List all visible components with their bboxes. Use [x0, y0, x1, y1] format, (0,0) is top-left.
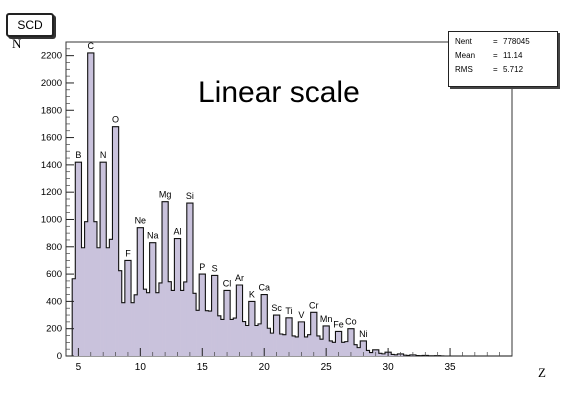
histogram-bin — [283, 335, 286, 356]
x-tick-label: 20 — [259, 362, 271, 373]
histogram-bin — [280, 334, 283, 356]
element-label: Si — [186, 191, 194, 201]
histogram-bin — [106, 248, 109, 356]
histogram-bin — [258, 324, 261, 356]
x-tick-label: 25 — [321, 362, 333, 373]
x-tick-label: 10 — [135, 362, 147, 373]
element-label: Al — [173, 227, 181, 237]
histogram-bin — [184, 282, 187, 356]
histogram-bin — [97, 248, 100, 356]
y-tick-label: 200 — [46, 324, 62, 335]
histogram-bin — [292, 336, 295, 356]
y-tick-label: 2200 — [41, 51, 62, 62]
histogram-bin — [122, 303, 125, 356]
element-label: Ni — [359, 329, 368, 339]
histogram-bin — [159, 283, 162, 356]
histogram-bin — [218, 316, 221, 356]
histogram-bin — [196, 310, 199, 356]
element-label: Na — [147, 231, 159, 241]
y-tick-label: 600 — [46, 269, 62, 280]
element-label: N — [100, 150, 107, 160]
histogram-bin — [342, 342, 345, 356]
element-label: K — [249, 289, 255, 299]
y-axis-label: N — [12, 36, 22, 51]
histogram-bin — [221, 319, 224, 356]
x-axis-label: Z — [538, 365, 546, 380]
element-label: C — [88, 41, 95, 51]
y-tick-label: 1000 — [41, 214, 62, 225]
stat-name: Mean — [455, 50, 475, 62]
y-tick-label: 1200 — [41, 187, 62, 198]
histogram-bin — [243, 322, 246, 356]
histogram-bin — [255, 326, 258, 356]
histogram-bin — [230, 319, 233, 356]
x-tick-label: 15 — [197, 362, 209, 373]
element-label: Ti — [285, 306, 292, 316]
element-label: Sc — [271, 303, 282, 313]
histogram-bin — [168, 282, 171, 356]
histogram-bin — [332, 342, 335, 356]
histogram-bin — [308, 335, 311, 356]
element-label: F — [125, 248, 131, 258]
element-label: Ne — [135, 216, 147, 226]
stats-box: Nent = 778045 Mean = 11.14 RMS = 5.712 — [448, 31, 558, 87]
stat-value: 778045 — [503, 36, 530, 48]
element-label: Mn — [320, 314, 333, 324]
histogram-bin — [109, 239, 112, 356]
y-tick-label: 1600 — [41, 133, 62, 144]
stat-value: 5.712 — [503, 64, 523, 76]
histogram-bin — [233, 318, 236, 356]
y-tick-label: 2000 — [41, 78, 62, 89]
y-tick-label: 800 — [46, 242, 62, 253]
element-label: Cr — [309, 300, 319, 310]
histogram-bin — [295, 337, 298, 356]
histogram-bin — [134, 295, 137, 356]
element-label: B — [75, 150, 81, 160]
element-label: O — [112, 115, 119, 125]
histogram-bin — [181, 290, 184, 356]
x-tick-label: 5 — [76, 362, 82, 373]
histogram-bin — [320, 339, 323, 356]
stat-name: RMS — [455, 64, 473, 76]
x-tick-label: 30 — [383, 362, 395, 373]
stat-row-entries: Nent = 778045 — [455, 36, 551, 48]
y-tick-label: 400 — [46, 296, 62, 307]
histogram-bin — [208, 311, 211, 356]
histogram-bin — [131, 303, 134, 356]
element-label: Cl — [223, 278, 232, 288]
stat-name: Nent — [455, 36, 472, 48]
histogram-title: SCD — [17, 18, 42, 32]
element-label: V — [298, 310, 304, 320]
x-tick-label: 35 — [444, 362, 456, 373]
stat-row-rms: RMS = 5.712 — [455, 64, 551, 76]
histogram-bin — [156, 293, 159, 356]
element-label: Ar — [235, 273, 244, 283]
y-tick-label: 0 — [57, 351, 62, 362]
chart-annotation: Linear scale — [198, 76, 360, 109]
histogram-title-tab[interactable]: SCD — [6, 13, 54, 37]
histogram-bin — [171, 290, 174, 356]
histogram-bin — [329, 341, 332, 356]
element-label: S — [212, 263, 218, 273]
stat-value: 11.14 — [503, 50, 522, 62]
element-label: Mg — [159, 190, 172, 200]
histogram-bin — [81, 248, 84, 356]
stat-row-mean: Mean = 11.14 — [455, 50, 551, 62]
histogram-bin — [357, 348, 360, 356]
element-label: Ca — [258, 283, 270, 293]
y-tick-label: 1800 — [41, 105, 62, 116]
histogram-bin — [143, 289, 146, 356]
element-label: P — [199, 262, 205, 272]
element-label: Fe — [333, 319, 344, 329]
histogram-bin — [304, 337, 307, 356]
histogram-bin — [147, 293, 150, 356]
histogram-bin — [270, 333, 273, 356]
histogram-bin — [246, 326, 249, 356]
histogram-bin — [205, 311, 208, 356]
y-tick-label: 1400 — [41, 160, 62, 171]
element-label: Co — [345, 317, 357, 327]
histogram-bin — [345, 342, 348, 356]
